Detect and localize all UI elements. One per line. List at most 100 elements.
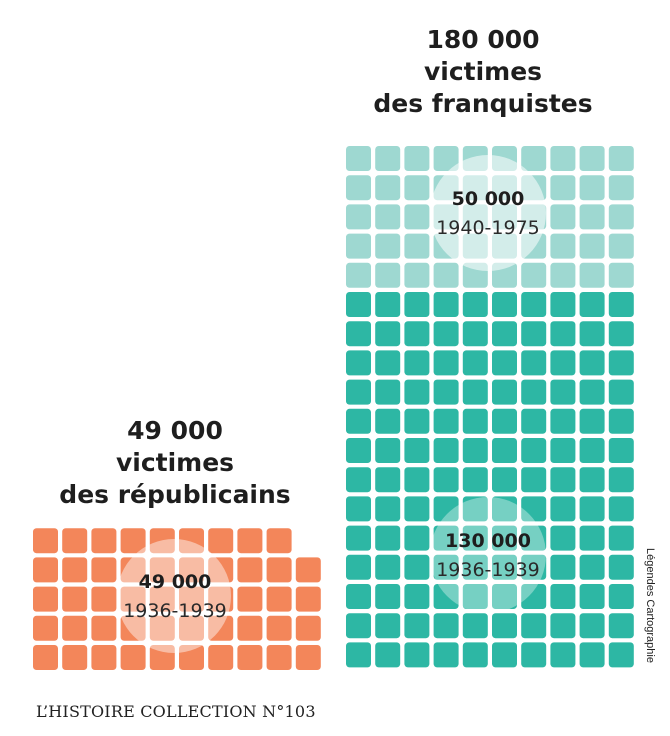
unit-square-franquistes-1936-1939 [462,554,488,580]
unit-square-franquistes-1940-1975 [375,204,401,230]
unit-square-franquistes-1940-1975 [346,146,371,171]
unit-square-republicains [149,615,175,641]
unit-square-franquistes-1936-1939 [550,467,576,493]
unit-square-franquistes-1936-1939 [550,613,576,639]
unit-square-franquistes-1936-1939 [492,554,517,580]
unit-square-franquistes-1936-1939 [550,408,576,434]
unit-square-republicains [237,557,263,583]
unit-square-franquistes-1936-1939 [404,379,430,405]
unit-square-republicains [237,528,263,554]
unit-square-franquistes-1936-1939 [375,321,401,347]
unit-square-franquistes-1936-1939 [433,467,459,493]
unit-square-republicains [266,557,292,583]
unit-square-franquistes-1936-1939 [346,584,371,609]
franquistes-title-line-1: 180 000 [426,25,539,54]
unit-square-franquistes-1940-1975 [404,233,430,259]
unit-square-franquistes-1936-1939 [492,613,517,639]
label-circle-republicains [117,539,231,653]
unit-square-franquistes-1936-1939 [375,408,401,434]
unit-square-franquistes-1936-1939 [521,379,547,405]
unit-square-franquistes-1936-1939 [492,438,517,463]
unit-square-franquistes-1936-1939 [608,350,634,376]
unit-square-franquistes-1936-1939 [550,292,576,317]
unit-square-franquistes-1936-1939 [433,408,459,434]
unit-square-franquistes-1936-1939 [462,496,488,522]
unit-square-franquistes-1936-1939 [492,496,517,522]
unit-square-franquistes-1936-1939 [404,321,430,347]
unit-square-franquistes-1936-1939 [579,408,605,434]
unit-square-franquistes-1940-1975 [433,146,459,171]
unit-square-republicains [120,528,146,554]
unit-square-franquistes-1936-1939 [579,525,605,551]
unit-square-franquistes-1936-1939 [492,525,517,551]
unit-square-republicains [91,645,117,670]
unit-square-franquistes-1940-1975 [521,262,547,288]
unit-square-republicains [33,615,58,641]
unit-square-franquistes-1936-1939 [462,584,488,609]
segment-period-1940-1975: 1940-1975 [436,217,540,239]
unit-square-franquistes-1940-1975 [579,262,605,288]
unit-square-republicains [91,615,117,641]
unit-square-franquistes-1936-1939 [608,584,634,609]
unit-square-franquistes-1936-1939 [404,438,430,463]
unit-square-franquistes-1936-1939 [346,467,371,493]
unit-square-franquistes-1936-1939 [433,379,459,405]
unit-square-republicains [91,557,117,583]
unit-square-franquistes-1936-1939 [433,350,459,376]
unit-square-franquistes-1936-1939 [346,554,371,580]
unit-square-republicains [179,615,204,641]
unit-square-franquistes-1936-1939 [492,292,517,317]
unit-square-republicains [266,586,292,612]
unit-square-franquistes-1936-1939 [492,584,517,609]
unit-square-franquistes-1936-1939 [579,496,605,522]
unit-square-franquistes-1936-1939 [462,525,488,551]
unit-square-franquistes-1936-1939 [462,613,488,639]
unit-square-franquistes-1936-1939 [608,292,634,317]
publication-footer: L’HISTOIRE COLLECTION N°103 [36,702,316,721]
unit-square-franquistes-1936-1939 [375,292,401,317]
unit-square-republicains [179,645,204,670]
unit-square-franquistes-1936-1939 [579,467,605,493]
unit-square-franquistes-1936-1939 [550,379,576,405]
unit-square-republicains [62,615,88,641]
unit-square-republicains [237,615,263,641]
unit-square-republicains [120,645,146,670]
unit-square-franquistes-1936-1939 [608,321,634,347]
unit-square-franquistes-1936-1939 [404,467,430,493]
unit-square-franquistes-1936-1939 [346,379,371,405]
unit-square-franquistes-1936-1939 [492,321,517,347]
unit-square-franquistes-1936-1939 [608,496,634,522]
unit-square-franquistes-1936-1939 [579,613,605,639]
segment-period-1936-1939-republicains: 1936-1939 [123,600,227,622]
unit-square-republicains [295,586,321,612]
unit-square-republicains [237,586,263,612]
unit-square-franquistes-1936-1939 [375,525,401,551]
unit-square-franquistes-1936-1939 [375,642,401,668]
unit-square-franquistes-1936-1939 [608,379,634,405]
segment-value-49000: 49 000 [139,571,212,593]
segment-period-1936-1939-franquistes: 1936-1939 [436,559,540,581]
unit-square-franquistes-1940-1975 [579,233,605,259]
unit-square-franquistes-1936-1939 [521,554,547,580]
unit-square-republicains [266,528,292,554]
unit-square-franquistes-1936-1939 [404,408,430,434]
republicains-title-line-3: des républicains [59,480,290,509]
unit-square-franquistes-1940-1975 [433,262,459,288]
unit-square-franquistes-1936-1939 [375,379,401,405]
unit-square-republicains [266,615,292,641]
unit-square-franquistes-1940-1975 [404,204,430,230]
unit-square-franquistes-1936-1939 [433,496,459,522]
unit-square-franquistes-1936-1939 [608,613,634,639]
unit-square-republicains [295,645,321,670]
unit-square-franquistes-1936-1939 [346,408,371,434]
unit-square-franquistes-1936-1939 [550,438,576,463]
unit-square-republicains [120,586,146,612]
unit-square-franquistes-1936-1939 [404,525,430,551]
unit-square-franquistes-1940-1975 [404,175,430,201]
unit-square-franquistes-1936-1939 [462,467,488,493]
unit-square-franquistes-1936-1939 [462,408,488,434]
unit-square-franquistes-1936-1939 [375,438,401,463]
unit-square-franquistes-1940-1975 [550,204,576,230]
unit-square-franquistes-1940-1975 [579,175,605,201]
unit-square-republicains [120,557,146,583]
